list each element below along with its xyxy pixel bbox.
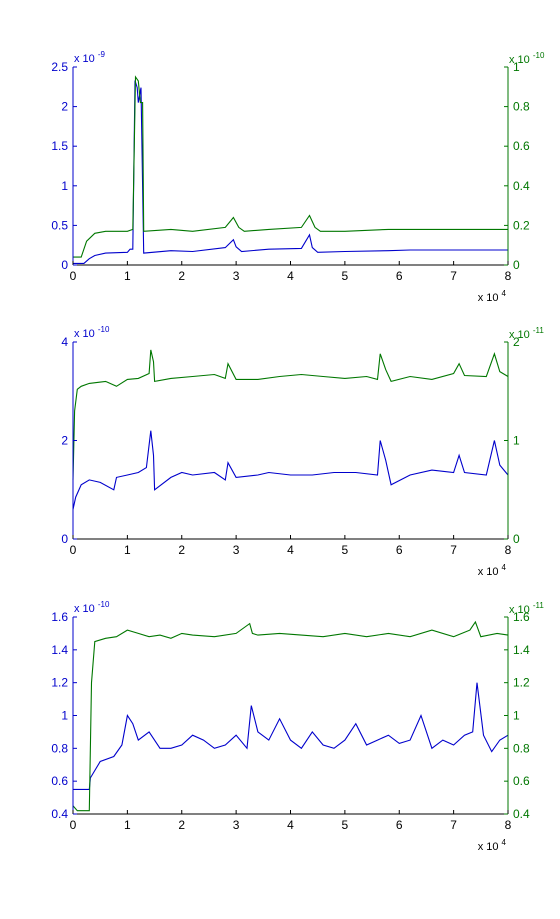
panel-2-series-left <box>72 430 509 510</box>
panel-3-left-tick-label: 1.2 <box>51 676 68 690</box>
panel-3-x-tick-label: 2 <box>178 818 185 832</box>
panel-2-left-multiplier: x 10 -10 <box>74 325 110 340</box>
panel-2-right-tick-label: 1 <box>513 434 520 448</box>
panel-2-x-tick-label: 5 <box>342 543 349 557</box>
panel-1-x-tick-label: 6 <box>396 269 403 283</box>
panel-3-x-tick-label: 7 <box>450 818 457 832</box>
panel-3-right-tick-label: 0.8 <box>513 741 530 755</box>
panel-1-left-tick-label: 2.5 <box>51 60 68 74</box>
panel-1-x-tick-label: 4 <box>287 269 294 283</box>
panel-1-left-tick-label: 1.5 <box>51 139 68 153</box>
panel-3-x-tick-label: 3 <box>233 818 240 832</box>
panel-3-right-tick-label: 1.6 <box>513 610 530 624</box>
panel-2-right-multiplier: x 10 -11 <box>509 326 544 341</box>
panel-2-right-tick-label: 2 <box>513 335 520 349</box>
panel-1-right-tick-label: 0.2 <box>513 218 530 232</box>
panel-2-x-tick-label: 2 <box>178 543 185 557</box>
panel-3-x-tick-label: 5 <box>342 818 349 832</box>
panel-3-right-tick-label: 0.6 <box>513 774 530 788</box>
panel-3-left-tick-label: 1.4 <box>51 643 68 657</box>
panel-1-left-tick-label: 1 <box>61 179 68 193</box>
panel-3-right-tick-label: 1 <box>513 709 520 723</box>
panel-1-x-tick-label: 3 <box>233 269 240 283</box>
panel-1-x-tick-label: 1 <box>124 269 131 283</box>
panel-2-left-tick-label: 2 <box>61 434 68 448</box>
panel-1-right-tick-label: 0 <box>513 258 520 272</box>
panel-2-left-tick-label: 0 <box>61 532 68 546</box>
panel-3-left-tick-label: 1 <box>61 709 68 723</box>
panel-1-right-tick-label: 0.6 <box>513 139 530 153</box>
panel-3-x-tick-label: 6 <box>396 818 403 832</box>
panel-1-x-tick-label: 5 <box>342 269 349 283</box>
panel-1-right-multiplier: x 10 -10 <box>509 51 545 66</box>
panel-3-right-tick-label: 1.2 <box>513 676 530 690</box>
panel-2-x-tick-label: 1 <box>124 543 131 557</box>
panel-1-left-multiplier: x 10 -9 <box>74 50 106 65</box>
panel-2-series-right <box>72 349 509 480</box>
panel-2-x-tick-label: 8 <box>505 543 512 557</box>
panel-3-left-multiplier: x 10 -10 <box>74 600 110 615</box>
panel-3-x-tick-label: 4 <box>287 818 294 832</box>
panel-1-x-tick-label: 0 <box>70 269 77 283</box>
panel-2-x-tick-label: 7 <box>450 543 457 557</box>
panel-3-series-right <box>72 620 509 812</box>
panel-3-x-multiplier: x 10 4 <box>478 838 507 853</box>
panel-1-left-tick-label: 2 <box>61 100 68 114</box>
panel-1-right-tick-label: 0.4 <box>513 179 530 193</box>
panel-3-left-tick-label: 0.6 <box>51 774 68 788</box>
panel-1-series-left <box>73 80 508 264</box>
panel-1-series-right <box>73 75 508 258</box>
panel-1-left-tick-label: 0.5 <box>51 218 68 232</box>
panel-2-left-tick-label: 4 <box>61 335 68 349</box>
panel-3-x-tick-label: 0 <box>70 818 77 832</box>
panel-1-right-tick-label: 1 <box>513 60 520 74</box>
panel-2-x-multiplier: x 10 4 <box>478 563 507 578</box>
panel-3-x-tick-label: 8 <box>505 818 512 832</box>
panel-1-x-tick-label: 7 <box>450 269 457 283</box>
panel-3-right-tick-label: 1.4 <box>513 643 530 657</box>
panel-3-left-tick-label: 1.6 <box>51 610 68 624</box>
panel-1-left-tick-label: 0 <box>61 258 68 272</box>
panel-1-x-tick-label: 2 <box>178 269 185 283</box>
panel-3-right-tick-label: 0.4 <box>513 807 530 821</box>
panel-3-right-multiplier: x 10 -11 <box>509 601 544 616</box>
panel-2-x-tick-label: 3 <box>233 543 240 557</box>
panel-1-x-multiplier: x 10 4 <box>478 289 507 304</box>
panel-1-x-tick-label: 8 <box>505 269 512 283</box>
panel-3-left-tick-label: 0.8 <box>51 741 68 755</box>
panel-2-x-tick-label: 0 <box>70 543 77 557</box>
panel-2-x-tick-label: 6 <box>396 543 403 557</box>
panel-3-x-tick-label: 1 <box>124 818 131 832</box>
panel-3-series-left <box>73 682 509 790</box>
panel-3-left-tick-label: 0.4 <box>51 807 68 821</box>
panel-2-right-tick-label: 0 <box>513 532 520 546</box>
panel-1-right-tick-label: 0.8 <box>513 100 530 114</box>
panel-2-x-tick-label: 4 <box>287 543 294 557</box>
